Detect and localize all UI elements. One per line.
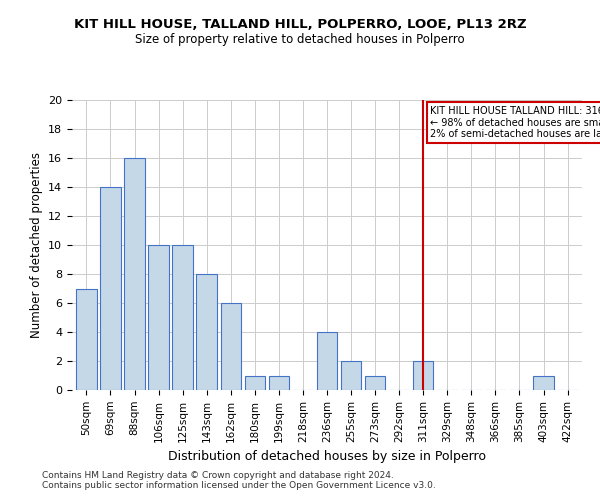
Bar [413, 361, 433, 390]
Y-axis label: Number of detached properties: Number of detached properties [29, 152, 43, 338]
Bar [269, 376, 289, 390]
Bar [124, 158, 145, 390]
Text: Contains HM Land Registry data © Crown copyright and database right 2024.
Contai: Contains HM Land Registry data © Crown c… [42, 470, 436, 490]
Bar [196, 274, 217, 390]
Bar [365, 376, 385, 390]
Bar [341, 361, 361, 390]
Bar [148, 245, 169, 390]
Bar [221, 303, 241, 390]
X-axis label: Distribution of detached houses by size in Polperro: Distribution of detached houses by size … [168, 450, 486, 463]
Bar [317, 332, 337, 390]
Text: KIT HILL HOUSE, TALLAND HILL, POLPERRO, LOOE, PL13 2RZ: KIT HILL HOUSE, TALLAND HILL, POLPERRO, … [74, 18, 526, 30]
Text: KIT HILL HOUSE TALLAND HILL: 316sqm
← 98% of detached houses are smaller (80)
2%: KIT HILL HOUSE TALLAND HILL: 316sqm ← 98… [430, 106, 600, 139]
Bar [76, 288, 97, 390]
Bar [533, 376, 554, 390]
Text: Size of property relative to detached houses in Polperro: Size of property relative to detached ho… [135, 32, 465, 46]
Bar [100, 187, 121, 390]
Bar [245, 376, 265, 390]
Bar [172, 245, 193, 390]
